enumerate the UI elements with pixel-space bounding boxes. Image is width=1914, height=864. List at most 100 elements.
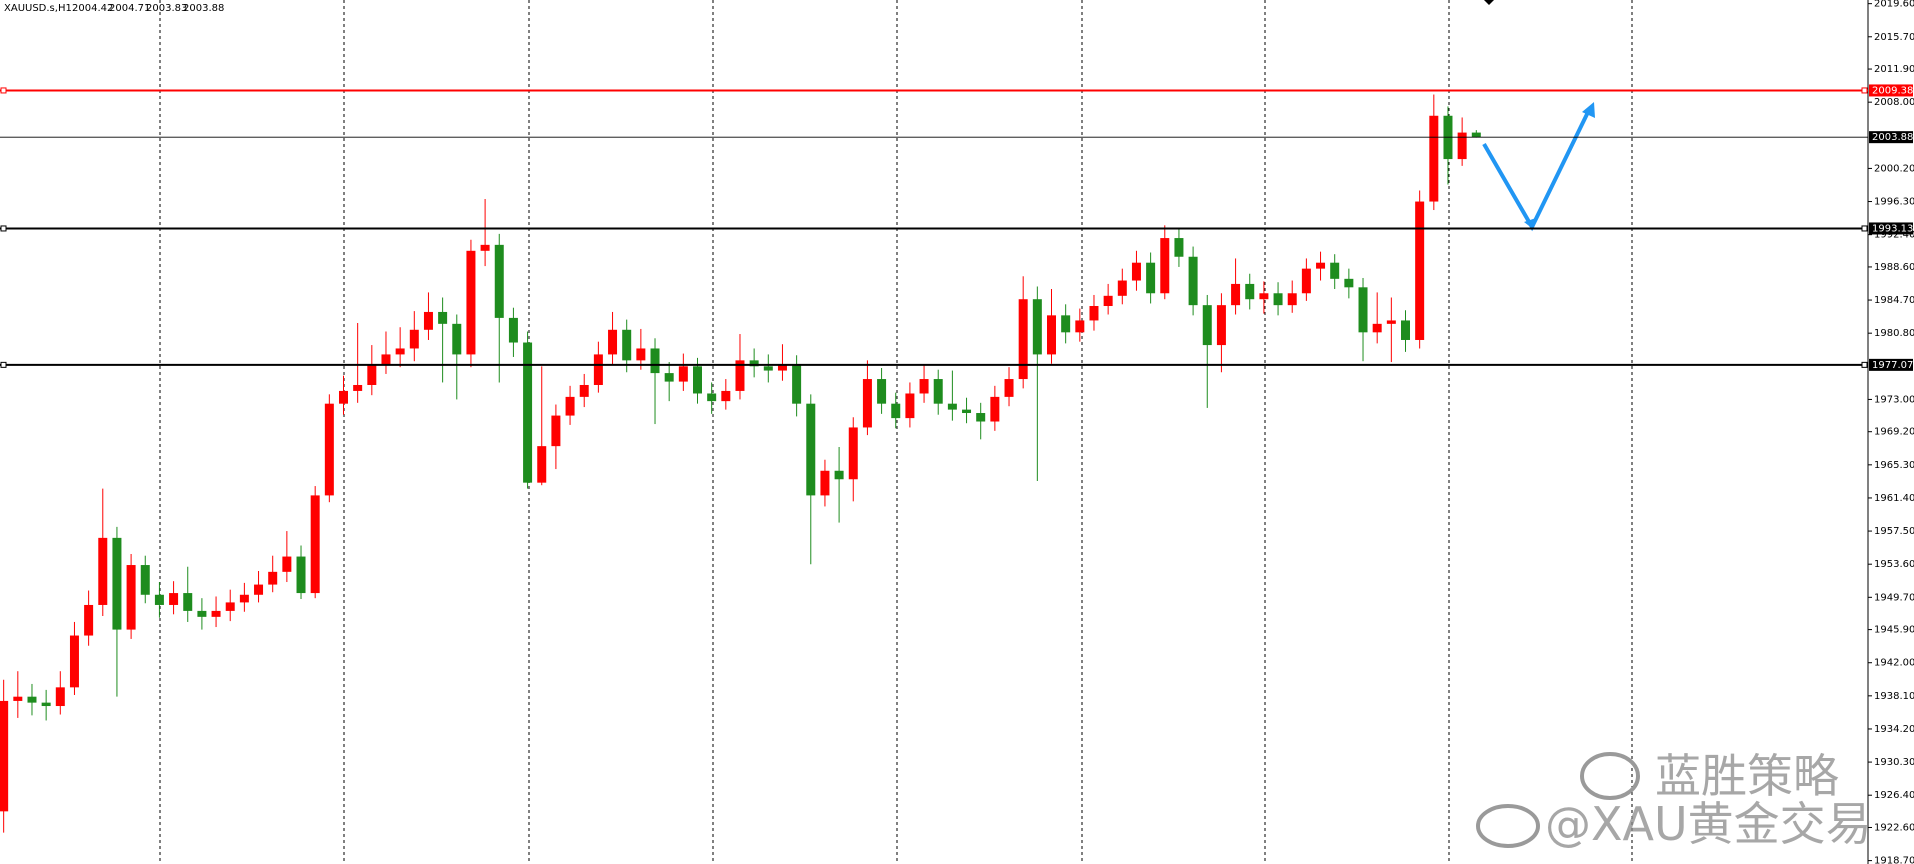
candle-body xyxy=(593,354,603,385)
y-tick-label: 1942.00 xyxy=(1874,658,1914,669)
candle-body xyxy=(381,354,391,365)
level-anchor xyxy=(1861,225,1868,232)
candle-body xyxy=(820,470,830,496)
candle-body xyxy=(494,244,504,318)
candle-body xyxy=(41,702,51,707)
candle-body xyxy=(353,384,363,391)
candle-body xyxy=(976,413,986,422)
candle-body xyxy=(1032,299,1042,355)
y-tick-label: 1953.60 xyxy=(1874,559,1914,570)
candle-body xyxy=(225,602,235,611)
y-tick-label: 1996.30 xyxy=(1874,197,1914,208)
candle-body xyxy=(523,342,533,483)
candle-body xyxy=(1471,132,1481,138)
candle-body xyxy=(84,604,94,636)
price-axis: 2019.60 2015.70 2011.90 2008.00 2000.20 1996.… xyxy=(1868,0,1914,864)
level-label-box xyxy=(1869,358,1913,371)
candle-body xyxy=(834,470,844,480)
level-label: 1993.13 xyxy=(1872,223,1913,234)
candle-body xyxy=(664,373,674,382)
y-tick-label: 1965.30 xyxy=(1874,460,1914,471)
candle-body xyxy=(126,565,136,630)
y-tick-label: 1938.10 xyxy=(1874,691,1914,702)
candle-body xyxy=(395,348,405,355)
candle-body xyxy=(622,329,632,361)
candle-body xyxy=(947,403,957,410)
y-tick-label: 1926.40 xyxy=(1874,790,1914,801)
watermark: 蓝胜策略 @XAU黄金交易 xyxy=(1476,749,1872,851)
watermark-text: 蓝胜策略 xyxy=(1655,749,1839,803)
candle-body xyxy=(537,446,547,483)
candle-body xyxy=(1273,293,1283,306)
candle-body xyxy=(777,364,787,371)
ohlc-open: 2004.42 xyxy=(72,3,113,14)
candle-body xyxy=(1131,262,1141,281)
y-tick-label: 2008.00 xyxy=(1874,97,1914,108)
level-label-box xyxy=(1869,84,1913,97)
candle-body xyxy=(1216,305,1226,346)
candle-body xyxy=(112,537,122,630)
ohlc-low: 2003.83 xyxy=(146,3,187,14)
candle-body xyxy=(565,396,575,416)
candle-body xyxy=(678,366,688,382)
y-tick-label: 1918.70 xyxy=(1874,856,1914,864)
y-tick-label: 1980.80 xyxy=(1874,328,1914,339)
level-anchor xyxy=(1861,87,1868,94)
candle-body xyxy=(1018,299,1028,380)
candle-body xyxy=(608,329,618,355)
shift-marker xyxy=(1484,0,1494,5)
candle-body xyxy=(1047,315,1056,355)
candle-body xyxy=(1316,262,1326,269)
candle-body xyxy=(1061,315,1071,333)
y-tick-label: 2015.70 xyxy=(1874,32,1914,43)
candle-body xyxy=(792,364,802,404)
candle-body xyxy=(466,250,476,355)
candle-body xyxy=(877,379,887,404)
candle-body xyxy=(13,696,23,701)
candle-body xyxy=(1401,320,1410,340)
candle-body xyxy=(438,311,448,324)
level-anchor xyxy=(1861,361,1868,368)
candle-body xyxy=(1457,132,1467,160)
candle-body xyxy=(707,393,717,402)
candle-body xyxy=(749,360,759,367)
candle-body xyxy=(310,495,320,594)
y-tick-label: 2000.20 xyxy=(1874,163,1914,174)
candle-body xyxy=(551,415,561,447)
candle-body xyxy=(1330,262,1340,279)
level-anchor xyxy=(0,225,7,232)
candle-body xyxy=(140,565,150,595)
candle-body xyxy=(55,687,65,707)
y-tick-label: 1930.30 xyxy=(1874,757,1914,768)
candle-body xyxy=(1103,295,1113,307)
candle-body xyxy=(1146,262,1156,294)
candle-body xyxy=(919,379,929,394)
candle-body xyxy=(239,594,249,603)
arrow-head xyxy=(1524,218,1536,229)
candle-body xyxy=(1245,283,1255,300)
y-tick-label: 1922.60 xyxy=(1874,822,1914,833)
y-tick-label: 1945.90 xyxy=(1874,625,1914,636)
level-anchor xyxy=(0,87,7,94)
candle-body xyxy=(1287,293,1297,306)
candle-body xyxy=(1301,268,1311,294)
period-separators xyxy=(159,0,1633,864)
bid-label-box xyxy=(1869,131,1913,144)
forecast-arrow xyxy=(1482,102,1595,232)
candle-body xyxy=(423,311,433,330)
candle-body xyxy=(933,379,943,404)
chart-header: XAUUSD.s,H1 2004.42 2004.71 2003.83 2003… xyxy=(4,3,224,14)
arrow-head xyxy=(1582,102,1595,118)
y-tick-label: 1961.40 xyxy=(1874,493,1914,504)
candle-body xyxy=(1004,379,1014,397)
candle-body xyxy=(324,403,334,496)
candle-body xyxy=(197,610,207,617)
candle-body xyxy=(1117,280,1127,296)
candle-body xyxy=(183,593,193,611)
candle-body xyxy=(990,396,1000,422)
candle-body xyxy=(650,348,660,374)
y-tick-label: 1992.40 xyxy=(1874,230,1914,241)
candle-body xyxy=(1344,278,1354,288)
candle-body xyxy=(579,384,589,397)
